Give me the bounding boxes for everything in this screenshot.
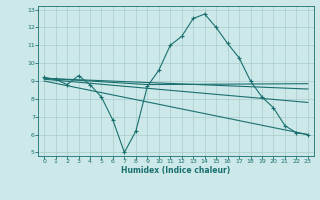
X-axis label: Humidex (Indice chaleur): Humidex (Indice chaleur) xyxy=(121,166,231,175)
